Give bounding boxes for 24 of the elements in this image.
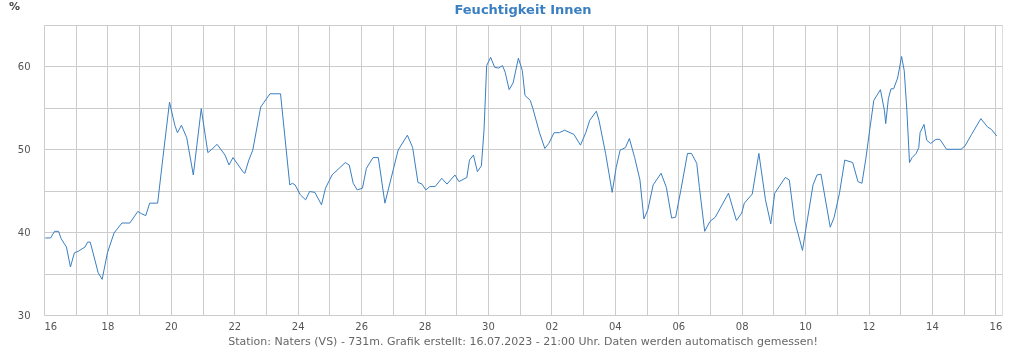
y-tick-label: 50 — [17, 143, 31, 155]
line-series — [44, 55, 998, 280]
x-tick-label: 20 — [164, 320, 178, 332]
x-tick-label: 28 — [418, 320, 432, 332]
x-tick-label: 06 — [672, 320, 686, 332]
x-tick-label: 26 — [355, 320, 368, 332]
text: Station: Naters (VS) - 731m. Grafik erstellt: 16.07.2023 - 21:00 Uhr. Daten werden automatisch gemessen! — [228, 335, 818, 348]
x-tick-label: 12 — [862, 320, 876, 332]
y-tick-label: 60 — [17, 60, 31, 72]
x-tick-label: 10 — [799, 320, 812, 332]
x-tick-label: 02 — [545, 320, 559, 332]
x-tick-label: 24 — [291, 320, 305, 332]
y-axis-title: % — [8, 0, 21, 13]
x-tick-label: 14 — [926, 320, 939, 332]
y-tick-label: 40 — [17, 226, 31, 238]
chart-title: Feuchtigkeit Innen — [454, 2, 592, 17]
x-tick-label: 18 — [101, 320, 115, 332]
x-tick-label: 16 — [989, 320, 1003, 332]
x-tick-label: 04 — [608, 320, 622, 332]
x-tick-label: 30 — [482, 320, 495, 332]
y-tick-label: 30 — [17, 309, 31, 321]
x-tick-label: 22 — [228, 320, 242, 332]
x-tick-label: 08 — [735, 320, 749, 332]
x-tick-label: 16 — [44, 320, 58, 332]
